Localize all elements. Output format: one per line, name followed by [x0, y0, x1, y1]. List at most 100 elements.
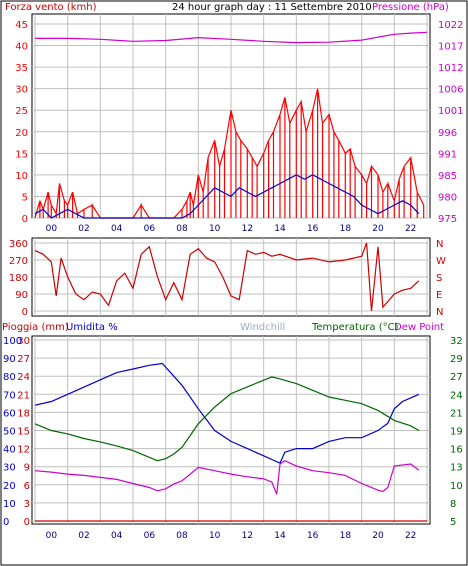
compass-label: S	[436, 273, 442, 284]
y-tick-label-rain: 9	[24, 463, 30, 474]
y-tick-label-humidity: 70	[3, 390, 16, 401]
x-tick-label: 06	[144, 531, 156, 541]
y-tick-label-temperature: 32	[450, 336, 463, 347]
y-tick-label-rain: 24	[17, 372, 30, 383]
y-tick-label-rain: 27	[17, 354, 30, 365]
y-tick-label-wind: 35	[15, 63, 28, 74]
series-line-temperatura---c-	[34, 376, 420, 462]
y-tick-label-humidity: 20	[3, 481, 16, 492]
x-tick-label: 02	[78, 224, 89, 234]
y-tick-label-temperature: 8	[450, 499, 456, 510]
y-tick-label-pressure: 991	[438, 149, 457, 160]
y-tick-label-temperature: 19	[450, 427, 463, 438]
series-line-average	[34, 174, 420, 219]
y-tick-label-direction: 270	[9, 256, 28, 267]
x-tick-label: 22	[405, 224, 416, 234]
y-tick-label-humidity: 30	[3, 463, 16, 474]
x-tick-label: 18	[340, 224, 352, 234]
rain-axis-label: Pioggia (mm)	[2, 322, 69, 333]
y-tick-label-rain: 30	[17, 336, 30, 347]
y-tick-label-rain: 18	[17, 408, 30, 419]
y-tick-label-rain: 21	[17, 390, 30, 401]
series-line-gust	[34, 88, 425, 219]
x-tick-label: 08	[176, 531, 188, 541]
compass-label: N	[436, 239, 443, 250]
x-tick-label: 18	[340, 531, 352, 541]
y-tick-label-wind: 20	[15, 128, 28, 139]
y-tick-label-wind: 10	[15, 171, 28, 182]
chart-marks: 0000020204040606080810101212141416161818…	[3, 14, 463, 541]
compass-label: N	[436, 307, 443, 318]
pressure-axis-label: Pressione (hPa)	[372, 2, 449, 13]
windchill-axis-label: Windchill	[240, 322, 285, 333]
y-tick-label-temperature: 24	[450, 390, 463, 401]
y-tick-label-rain: 15	[17, 427, 30, 438]
x-tick-label: 04	[111, 224, 123, 234]
compass-label: W	[436, 256, 446, 267]
y-tick-label-rain: 0	[24, 517, 30, 528]
y-tick-label-temperature: 5	[450, 517, 456, 528]
x-tick-label: 14	[274, 224, 286, 234]
y-tick-label-humidity: 50	[3, 427, 16, 438]
y-tick-label-wind: 30	[15, 85, 28, 96]
x-tick-label: 02	[78, 531, 89, 541]
compass-label: E	[436, 290, 442, 301]
x-tick-label: 16	[307, 224, 319, 234]
dew-point-axis-label: Dew Point	[394, 322, 444, 333]
x-tick-label: 10	[209, 224, 221, 234]
y-tick-label-humidity: 80	[3, 372, 16, 383]
y-tick-label-pressure: 996	[438, 128, 457, 139]
x-tick-label: 08	[176, 224, 188, 234]
y-tick-label-wind: 15	[15, 149, 28, 160]
x-tick-label: 00	[46, 531, 58, 541]
y-tick-label-rain: 12	[17, 445, 30, 456]
humidity-axis-label: Umidita %	[66, 322, 118, 333]
y-tick-label-pressure: 1001	[438, 106, 463, 117]
y-tick-label-direction: 180	[9, 273, 28, 284]
y-tick-label-pressure: 1012	[438, 63, 463, 74]
y-tick-label-temperature: 16	[450, 445, 463, 456]
y-tick-label-direction: 360	[9, 239, 28, 250]
y-tick-label-temperature: 21	[450, 408, 463, 419]
y-tick-label-pressure: 1022	[438, 20, 463, 31]
y-tick-label-direction: 90	[15, 290, 28, 301]
y-tick-label-wind: 45	[15, 20, 28, 31]
temperature-axis-label: Temperatura (°C)	[311, 322, 399, 333]
y-tick-label-temperature: 27	[450, 372, 463, 383]
y-tick-label-pressure: 980	[438, 192, 457, 203]
y-tick-label-pressure: 975	[438, 214, 457, 225]
series-line-umidita--	[34, 362, 420, 464]
y-tick-label-humidity: 60	[3, 408, 16, 419]
x-tick-label: 12	[242, 224, 253, 234]
x-tick-label: 10	[209, 531, 221, 541]
y-tick-label-humidity: 90	[3, 354, 16, 365]
x-tick-label: 16	[307, 531, 319, 541]
wind-speed-axis-label: Forza vento (kmh)	[5, 2, 97, 13]
y-tick-label-wind: 25	[15, 106, 28, 117]
y-tick-label-pressure: 1006	[438, 85, 463, 96]
x-tick-label: 14	[274, 531, 286, 541]
y-tick-label-temperature: 29	[450, 354, 463, 365]
y-tick-label-humidity: 100	[3, 336, 22, 347]
y-tick-label-rain: 6	[24, 481, 30, 492]
series-line-dew-point	[34, 460, 420, 495]
series-line-direction	[34, 242, 420, 312]
x-tick-label: 04	[111, 531, 123, 541]
x-tick-label: 20	[372, 531, 384, 541]
x-tick-label: 06	[144, 224, 156, 234]
x-tick-label: 12	[242, 531, 253, 541]
y-tick-label-temperature: 13	[450, 463, 463, 474]
series-line-pressure	[35, 31, 428, 44]
y-tick-label-direction: 0	[22, 307, 28, 318]
y-tick-label-pressure: 1017	[438, 42, 463, 53]
chart-title: 24 hour graph day : 11 Settembre 2010	[172, 2, 372, 13]
y-tick-label-rain: 3	[24, 499, 30, 510]
x-tick-label: 00	[46, 224, 58, 234]
y-tick-label-temperature: 10	[450, 481, 463, 492]
y-tick-label-pressure: 985	[438, 171, 457, 182]
x-tick-label: 20	[372, 224, 384, 234]
y-tick-label-humidity: 0	[3, 517, 9, 528]
x-tick-label: 22	[405, 531, 416, 541]
